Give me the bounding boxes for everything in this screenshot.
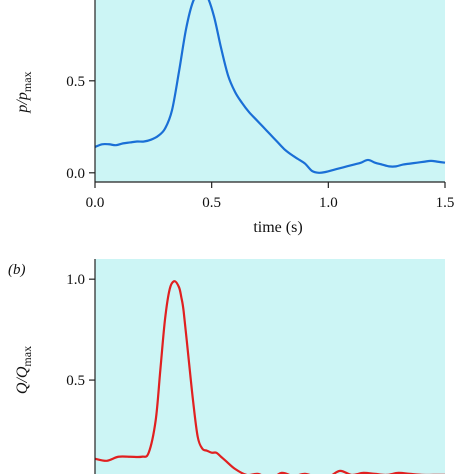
pressure-plot-area <box>95 0 445 182</box>
pressure-x-axis-label: time (s) <box>253 219 302 236</box>
pressure-y-label-sub: max <box>20 71 34 92</box>
flow-y-label-sub: max <box>20 346 34 367</box>
pressure-series-line <box>94 0 446 174</box>
pressure-y-axis-label: p/pmax <box>14 71 34 113</box>
pressure-x-tick-label: 1.5 <box>436 195 455 211</box>
flow-plot-area <box>95 259 445 474</box>
flow-y-label-main: Q/Q <box>14 366 31 394</box>
pressure-y-label-main: p/p <box>14 92 31 113</box>
panel-b-label: (b) <box>8 262 26 278</box>
pressure-y-tick-label: 0.0 <box>66 166 85 182</box>
flow-panel: (b) 0.00.51.0 Q/Qmax <box>8 259 445 474</box>
flow-y-axis-label: Q/Qmax <box>14 346 34 394</box>
pressure-panel: 0.0 0.5 1.0 1.5 0.0 0.5 time (s) p/pmax <box>14 0 454 236</box>
flow-y-tick-label: 0.5 <box>66 373 85 389</box>
flow-series-line <box>94 280 445 474</box>
pressure-x-tick-label: 1.0 <box>319 195 338 211</box>
flow-y-tick-label: 1.0 <box>66 272 85 288</box>
pressure-x-tick-label: 0.5 <box>202 195 221 211</box>
pressure-y-tick-label: 0.5 <box>66 74 85 90</box>
pressure-x-tick-label: 0.0 <box>86 195 105 211</box>
